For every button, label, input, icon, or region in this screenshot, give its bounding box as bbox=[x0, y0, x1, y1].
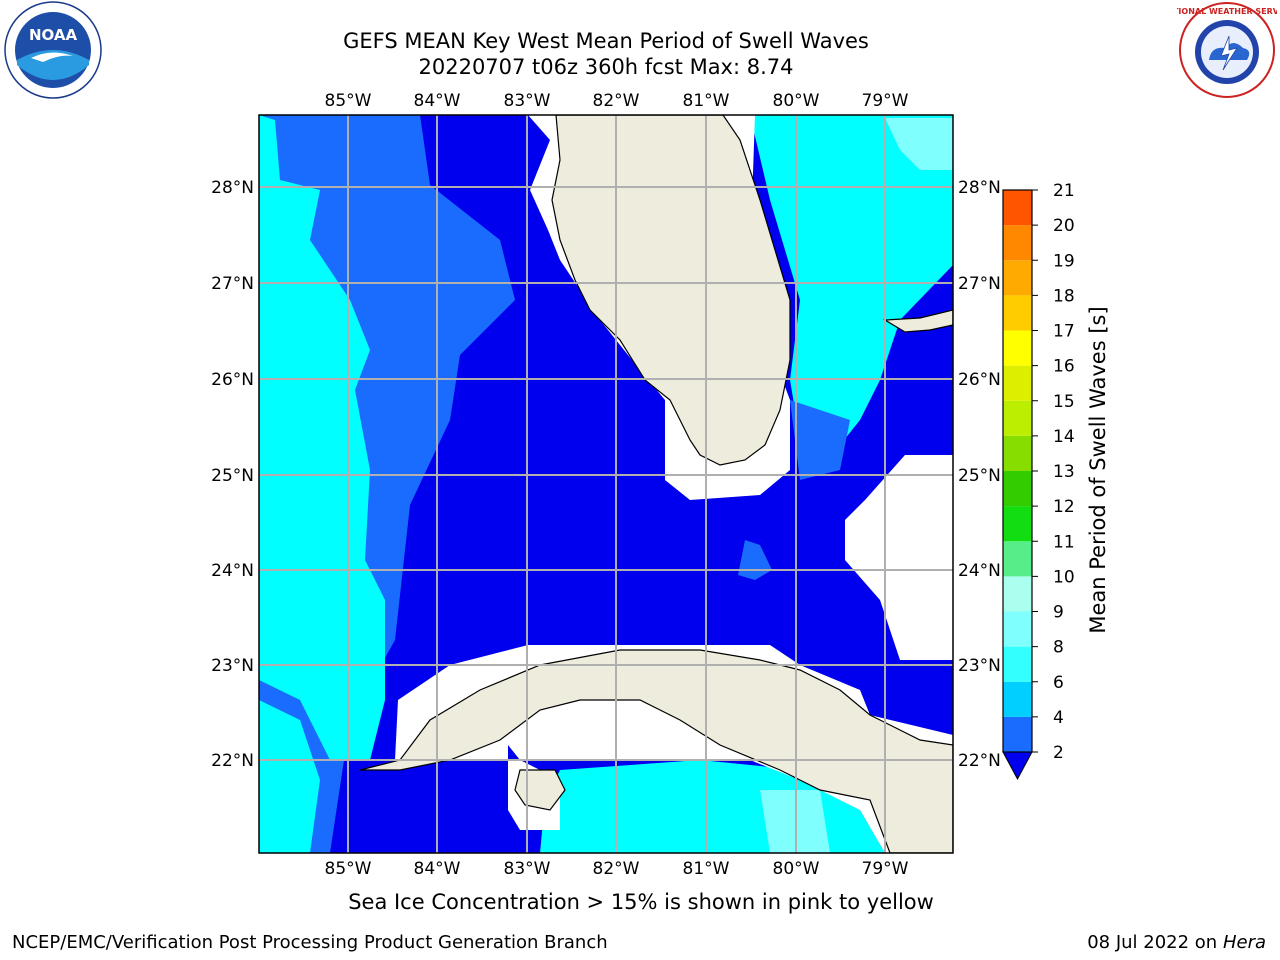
nws-logo-text: NATIONAL WEATHER SERVICE bbox=[1177, 7, 1277, 16]
colorbar-tick-label: 19 bbox=[1053, 251, 1075, 271]
colorbar-tick-label: 2 bbox=[1053, 743, 1064, 763]
colorbar-label: Mean Period of Swell Waves [s] bbox=[1086, 306, 1110, 634]
lat-label-right: 26°N bbox=[958, 370, 1001, 390]
map-plot-area bbox=[259, 115, 953, 853]
footer-date: 08 Jul 2022 on bbox=[1087, 932, 1218, 953]
lon-label-top: 83°W bbox=[504, 91, 551, 111]
lon-label-bottom: 80°W bbox=[773, 859, 820, 879]
lon-label-top: 85°W bbox=[325, 91, 372, 111]
colorbar-tick-label: 12 bbox=[1053, 497, 1075, 517]
lat-label-right: 23°N bbox=[958, 656, 1001, 676]
lon-label-bottom: 84°W bbox=[414, 859, 461, 879]
colorbar-tick-label: 20 bbox=[1053, 216, 1075, 236]
colorbar-tick-label: 8 bbox=[1053, 638, 1064, 658]
colorbar-tick-label: 11 bbox=[1053, 532, 1075, 552]
lat-label-left: 22°N bbox=[211, 751, 254, 771]
lon-label-top: 79°W bbox=[862, 91, 909, 111]
lat-label-right: 25°N bbox=[958, 466, 1001, 486]
swell-region-east-cyan bbox=[750, 115, 953, 445]
swell-region-east-mid bbox=[790, 400, 850, 480]
colorbar-tick-label: 13 bbox=[1053, 462, 1075, 482]
lat-label-left: 25°N bbox=[211, 466, 254, 486]
sea-ice-caption: Sea Ice Concentration > 15% is shown in … bbox=[348, 890, 934, 914]
lat-label-left: 23°N bbox=[211, 656, 254, 676]
colorbar-segment bbox=[1003, 471, 1032, 507]
map-gridlines bbox=[259, 115, 953, 853]
colorbar-segment bbox=[1003, 716, 1032, 752]
land-cuba bbox=[359, 649, 953, 853]
colorbar-segment bbox=[1003, 611, 1032, 647]
lat-label-right: 27°N bbox=[958, 274, 1001, 294]
lon-label-top: 80°W bbox=[773, 91, 820, 111]
colorbar-segment bbox=[1003, 541, 1032, 577]
land-florida bbox=[551, 115, 791, 466]
lat-label-right: 28°N bbox=[958, 178, 1001, 198]
lon-label-bottom: 79°W bbox=[862, 859, 909, 879]
lat-label-left: 24°N bbox=[211, 561, 254, 581]
colorbar-segment bbox=[1003, 365, 1032, 401]
nodata-region-bahamas bbox=[845, 455, 953, 660]
footer-left: NCEP/EMC/Verification Post Processing Pr… bbox=[12, 932, 608, 953]
svg-text:NOAA: NOAA bbox=[29, 26, 78, 44]
colorbar-segment bbox=[1003, 190, 1032, 226]
lon-label-top: 81°W bbox=[683, 91, 730, 111]
colorbar-segment bbox=[1003, 576, 1032, 612]
lon-label-bottom: 85°W bbox=[325, 859, 372, 879]
lat-label-left: 27°N bbox=[211, 274, 254, 294]
colorbar-segment bbox=[1003, 646, 1032, 682]
footer-right: 08 Jul 2022 on Hera bbox=[1087, 932, 1266, 953]
colorbar-segment bbox=[1003, 400, 1032, 436]
footer-machine: Hera bbox=[1222, 932, 1266, 953]
colorbar-tick-label: 16 bbox=[1053, 357, 1075, 377]
colorbar-tick-label: 9 bbox=[1053, 603, 1064, 623]
swell-region-west-cyan bbox=[259, 115, 385, 760]
colorbar-segment bbox=[1003, 435, 1032, 471]
colorbar-segment bbox=[1003, 681, 1032, 717]
colorbar-tick-label: 15 bbox=[1053, 392, 1075, 412]
land-bahamas bbox=[883, 309, 953, 333]
lon-label-bottom: 81°W bbox=[683, 859, 730, 879]
lon-label-bottom: 82°W bbox=[593, 859, 640, 879]
colorbar-tick-label: 10 bbox=[1053, 567, 1075, 587]
swell-region-west-cyan-2 bbox=[259, 700, 320, 853]
map-frame bbox=[258, 114, 954, 854]
map-subtitle: 20220707 t06z 360h fcst Max: 8.74 bbox=[418, 55, 794, 79]
colorbar-tick-label: 21 bbox=[1053, 181, 1075, 201]
colorbar-segment bbox=[1003, 506, 1032, 542]
colorbar-extend bbox=[1002, 751, 1033, 781]
colorbar-segment bbox=[1003, 260, 1032, 296]
colorbar-segment bbox=[1003, 295, 1032, 331]
lat-label-right: 24°N bbox=[958, 561, 1001, 581]
colorbar-tick-label: 18 bbox=[1053, 286, 1075, 306]
swell-region-east-light bbox=[885, 118, 953, 170]
lat-label-left: 26°N bbox=[211, 370, 254, 390]
nws-logo: NATIONAL WEATHER SERVICE bbox=[1177, 2, 1277, 98]
map-title: GEFS MEAN Key West Mean Period of Swell … bbox=[343, 29, 869, 53]
lon-label-top: 84°W bbox=[414, 91, 461, 111]
colorbar: 2 4 6 8 9 10 11 12 13 14 15 16 17 18 19 20 21 bbox=[1002, 181, 1075, 781]
lat-label-right: 22°N bbox=[958, 751, 1001, 771]
colorbar-tick-label: 6 bbox=[1053, 673, 1064, 693]
lon-label-top: 82°W bbox=[593, 91, 640, 111]
noaa-logo: NOAA bbox=[4, 1, 102, 99]
colorbar-segment bbox=[1003, 225, 1032, 261]
lat-label-left: 28°N bbox=[211, 178, 254, 198]
colorbar-segment bbox=[1003, 330, 1032, 366]
lon-label-bottom: 83°W bbox=[504, 859, 551, 879]
colorbar-tick-label: 4 bbox=[1053, 708, 1064, 728]
colorbar-tick-label: 17 bbox=[1053, 322, 1075, 342]
colorbar-tick-label: 14 bbox=[1053, 427, 1075, 447]
map-axis-labels: 85°W 85°W 84°W 84°W 83°W 83°W 82°W 82°W 81°W 81°W… bbox=[211, 91, 1001, 879]
